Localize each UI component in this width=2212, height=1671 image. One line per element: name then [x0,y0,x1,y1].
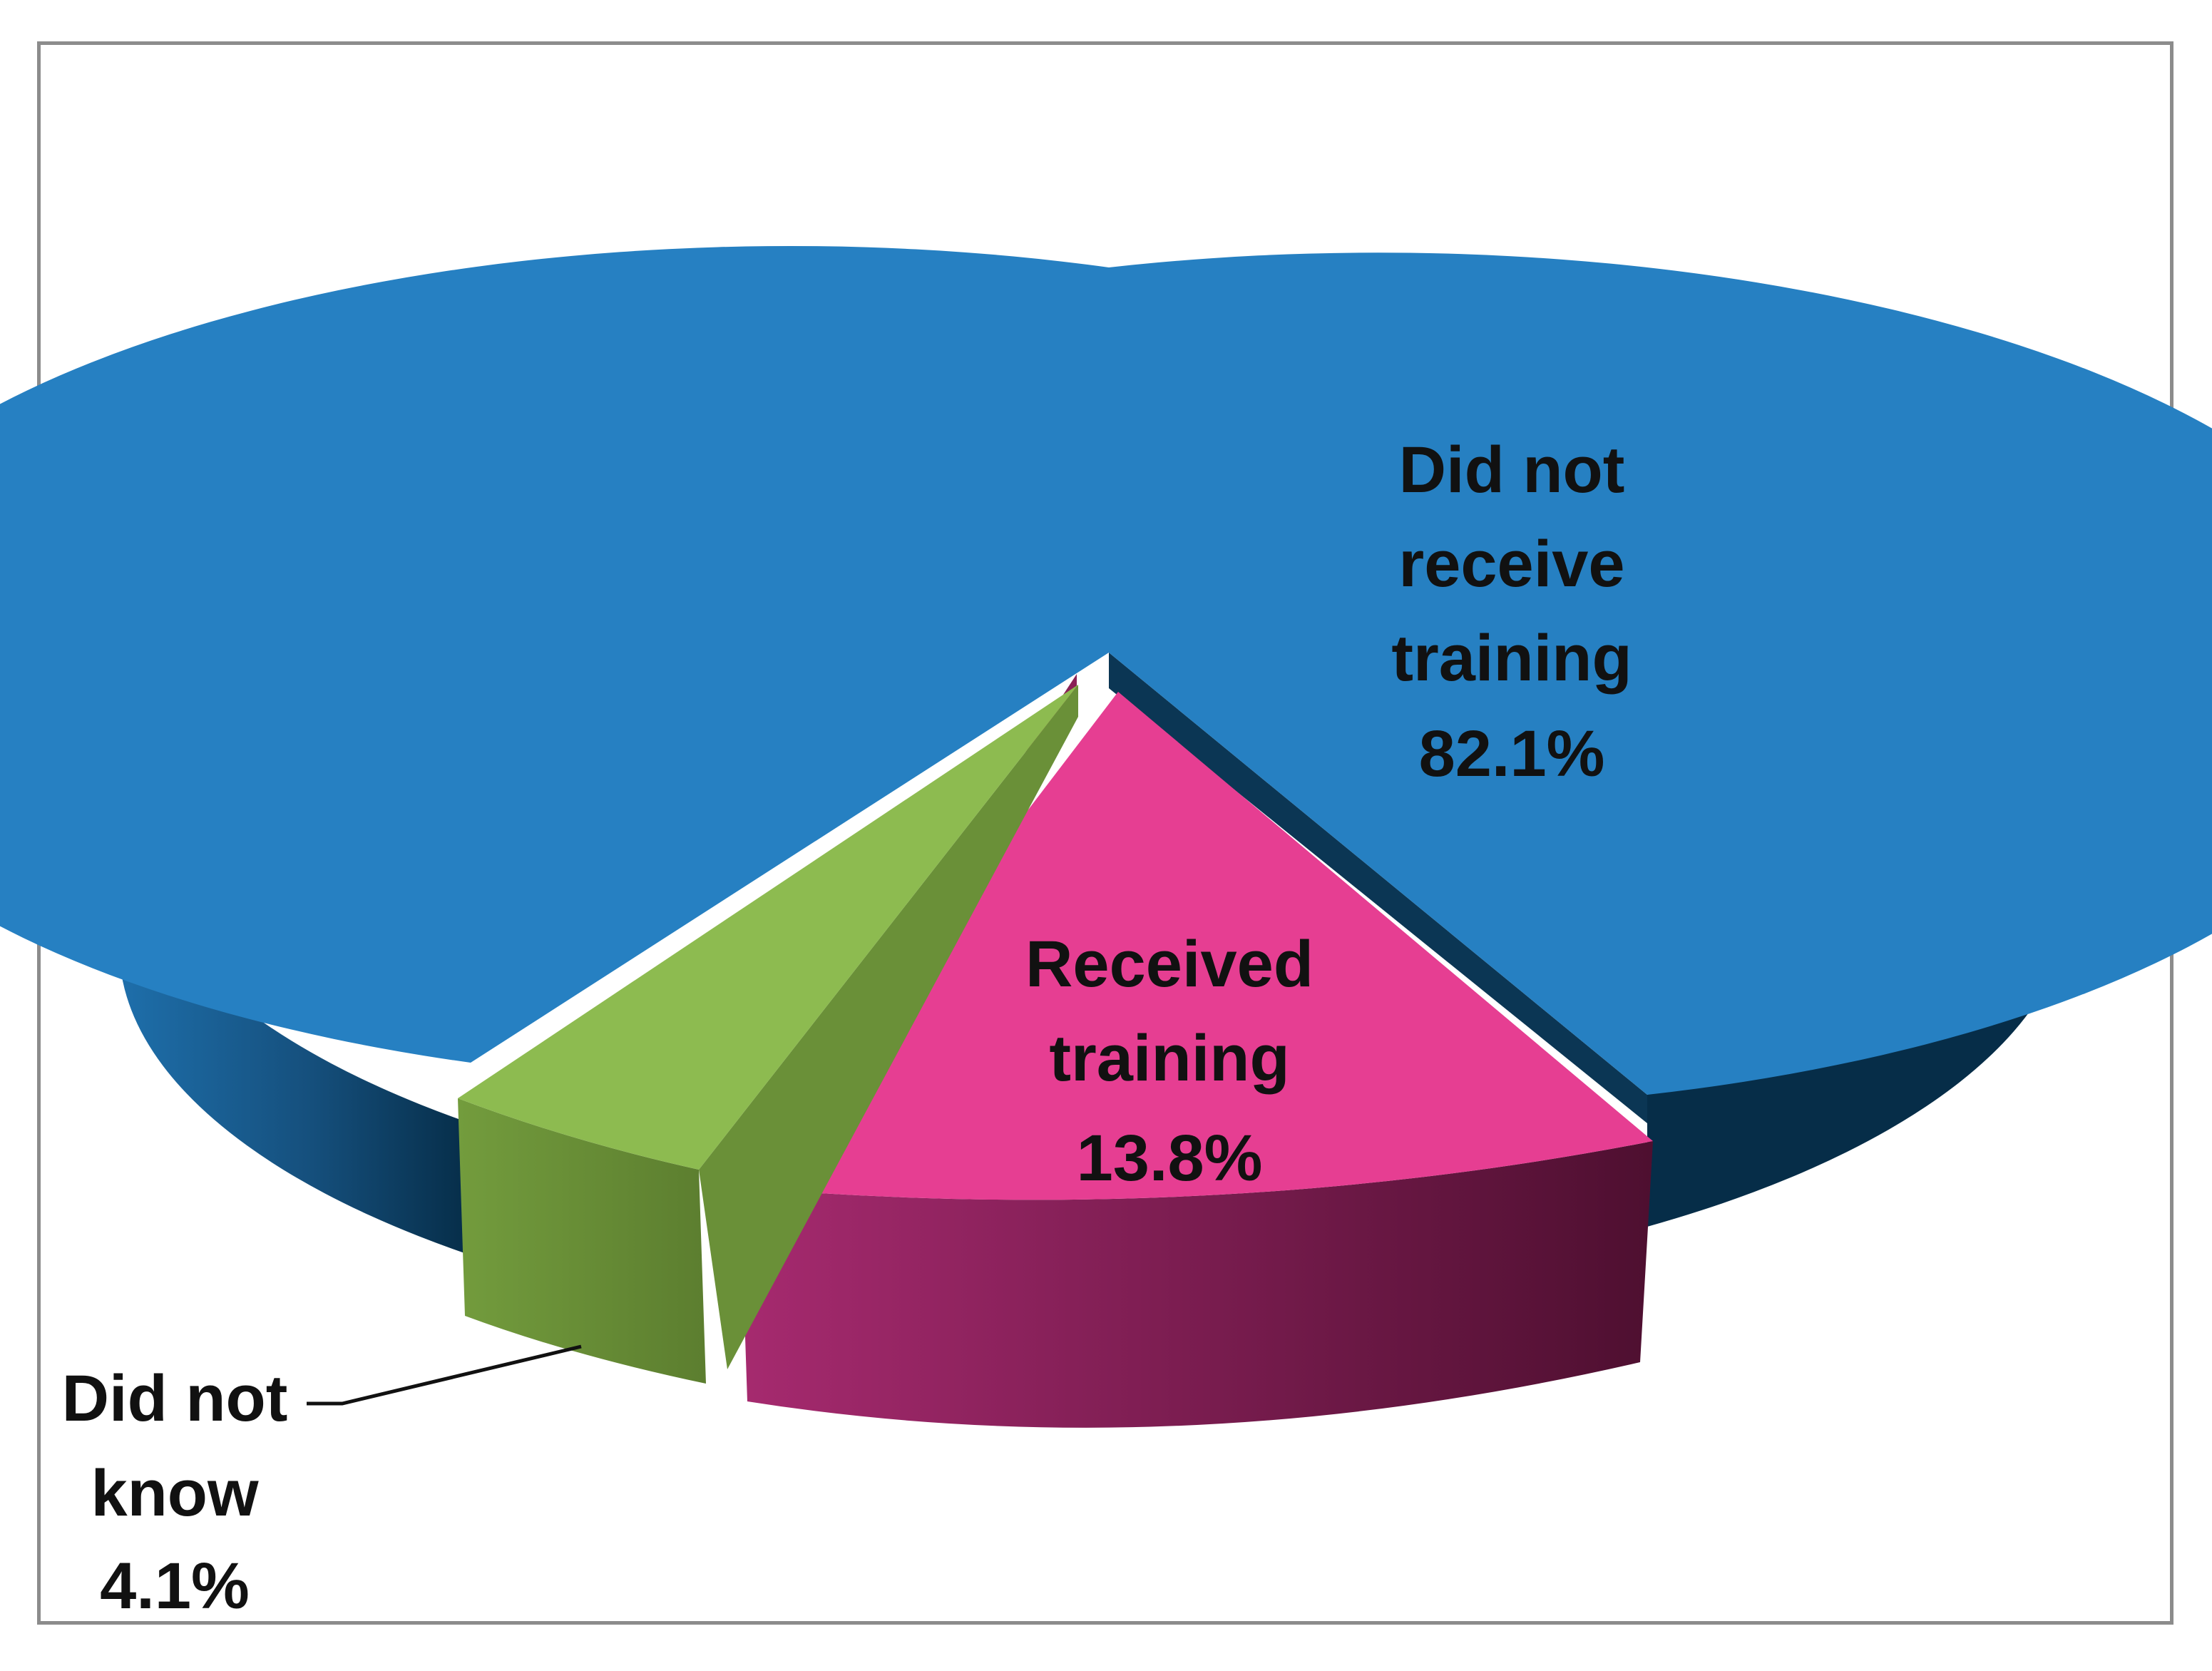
slice-did-not-receive-training [0,245,2212,1255]
slice-did-not-receive-side [119,720,471,1255]
leader-line-did-not-know [307,1344,582,1406]
slice-did-not-know-side [458,1098,706,1384]
label-did-not-receive: Did not receive training 82.1% [1391,434,1632,790]
label-received-training: Received training 13.8% [1025,928,1314,1195]
label-did-not-know-value: 4.1% [100,1550,250,1623]
slice-did-not-know-top [458,685,1078,1170]
label-did-not-receive-line-1: Did not [1399,434,1625,506]
label-received-value: 13.8% [1077,1122,1263,1195]
label-did-not-know-line-2: know [91,1457,259,1530]
slice-received-top [740,692,1653,1200]
slice-did-not-receive-top [0,245,2212,1095]
label-did-not-receive-value: 82.1% [1419,717,1605,790]
label-received-line-1: Received [1025,928,1314,1001]
slice-did-not-know-side-right [699,685,1078,1369]
slice-did-not-receive-side-right [1647,720,2072,1227]
slice-received-side [740,1141,1653,1428]
label-did-not-know: Did not know 4.1% [62,1362,288,1623]
label-did-not-receive-line-2: receive [1398,528,1624,601]
label-did-not-know-line-1: Did not [62,1362,288,1435]
label-received-line-2: training [1049,1022,1289,1095]
slice-did-not-receive-cut [1109,653,1647,1123]
label-did-not-receive-line-3: training [1391,622,1632,695]
slice-did-not-know [458,685,1078,1384]
